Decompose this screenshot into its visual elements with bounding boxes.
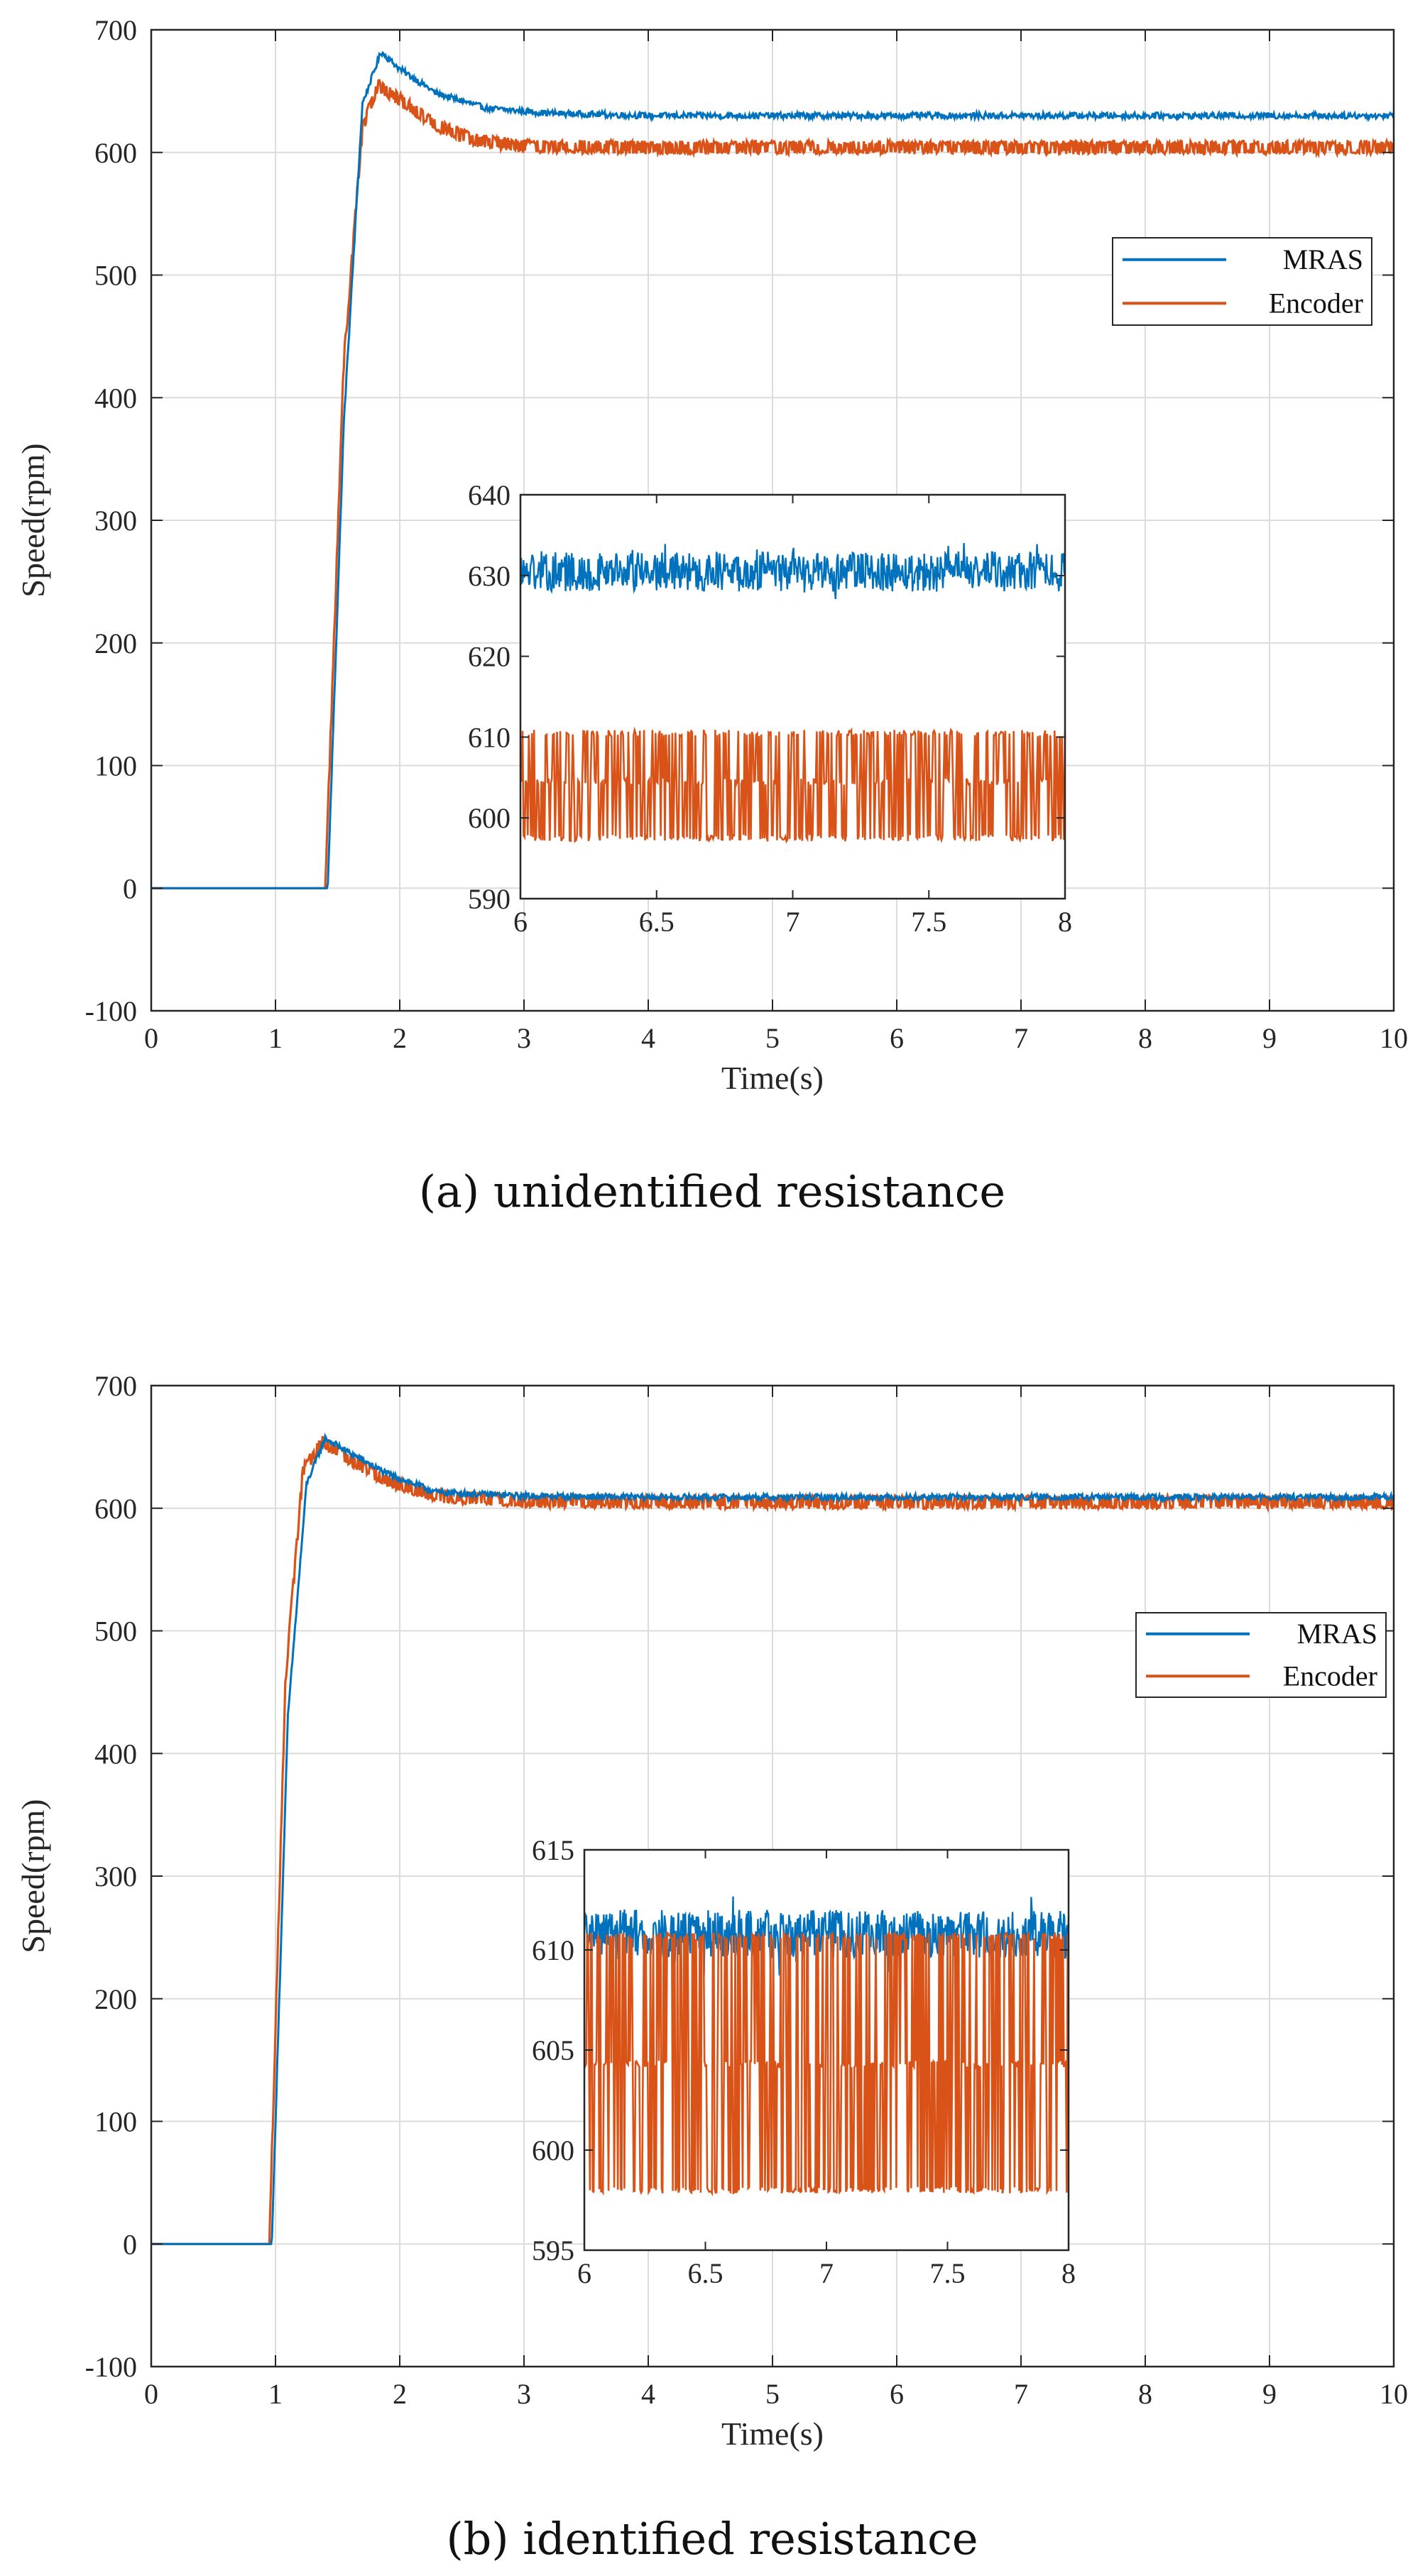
inset-x-tick-label: 7 (786, 906, 800, 938)
x-tick-label: 7 (1014, 2378, 1028, 2410)
x-tick-label: 1 (268, 1022, 283, 1054)
inset-x-tick-label: 7.5 (930, 2257, 966, 2289)
x-tick-label: 6 (890, 1022, 904, 1054)
legend-box (1112, 237, 1372, 326)
y-tick-label: 400 (94, 1738, 137, 1770)
inset-y-tick-label: 640 (468, 479, 511, 511)
inset-y-tick-label: 590 (468, 883, 511, 915)
x-tick-label: 0 (144, 2378, 158, 2410)
inset-x-tick-label: 8 (1061, 2257, 1076, 2289)
inset-y-tick-label: 620 (468, 641, 511, 673)
y-tick-label: 200 (94, 1983, 137, 2015)
x-tick-label: 7 (1014, 1022, 1028, 1054)
x-tick-label: 2 (393, 1022, 407, 1054)
x-tick-label: 9 (1262, 1022, 1277, 1054)
x-axis-label: Time(s) (721, 2416, 824, 2452)
inset-y-tick-label: 600 (468, 802, 511, 834)
inset-y-tick-label: 600 (532, 2134, 574, 2166)
legend-label-encoder: Encoder (1283, 1660, 1377, 1692)
inset-y-tick-label: 610 (532, 1934, 574, 1966)
y-axis-label: Speed(rpm) (15, 1799, 51, 1953)
x-tick-label: 1 (268, 2378, 283, 2410)
inset-series-line-encoder (519, 726, 1066, 844)
panel-b: 0 1 2 3 4 5 6 7 8 9 10-1000100200300400500600700Ti… (15, 1370, 1408, 2565)
inset-x-tick-label: 6 (513, 906, 528, 938)
series-line-mras (151, 50, 1395, 889)
x-axis-label: Time(s) (721, 1060, 824, 1096)
legend-label-mras: MRAS (1297, 1618, 1377, 1650)
x-tick-label: 8 (1138, 1022, 1152, 1054)
x-tick-label: 5 (765, 1022, 780, 1054)
panel-a: 0 1 2 3 4 5 6 7 8 9 10-1000100200300400500600700Ti… (15, 14, 1408, 1217)
y-axis-label: Speed(rpm) (15, 443, 51, 597)
inset-y-tick-label: 595 (532, 2235, 574, 2267)
x-tick-label: 3 (517, 2378, 531, 2410)
y-tick-label: 300 (94, 1860, 137, 1892)
figure-caption: (a) unidentified resistance (419, 1166, 1005, 1217)
inset-x-tick-label: 6.5 (639, 906, 675, 938)
inset-chart: 6 6.5 7 7.5 8 595 600 605 610 615 (532, 1834, 1076, 2289)
y-tick-label: 400 (94, 382, 137, 414)
y-tick-label: 600 (94, 1493, 137, 1525)
inset-x-tick-label: 7 (819, 2257, 834, 2289)
inset-series-line-mras (519, 543, 1066, 599)
figure-caption: (b) identified resistance (446, 2513, 978, 2565)
x-tick-label: 5 (765, 2378, 780, 2410)
inset-y-tick-label: 615 (532, 1834, 574, 1866)
x-tick-label: 4 (641, 1022, 655, 1054)
x-tick-label: 3 (517, 1022, 531, 1054)
y-tick-label: 600 (94, 137, 137, 169)
inset-series-line-encoder (583, 1929, 1070, 2197)
legend-box (1135, 1612, 1387, 1698)
x-tick-label: 6 (890, 2378, 904, 2410)
x-tick-label: 4 (641, 2378, 655, 2410)
series-line-encoder (151, 1435, 1395, 2245)
y-tick-label: 700 (94, 14, 137, 46)
x-tick-label: 10 (1380, 2378, 1408, 2410)
inset-x-tick-label: 7.5 (911, 906, 946, 938)
x-tick-label: 10 (1380, 1022, 1408, 1054)
y-tick-label: 0 (123, 2228, 137, 2260)
legend: MRAS Encoder (1135, 1612, 1387, 1698)
y-tick-label: 700 (94, 1370, 137, 1402)
inset-x-tick-label: 6.5 (688, 2257, 724, 2289)
x-tick-label: 2 (393, 2378, 407, 2410)
legend: MRAS Encoder (1112, 237, 1372, 326)
y-tick-label: 200 (94, 627, 137, 659)
series-line-mras (151, 1432, 1395, 2245)
y-tick-label: 300 (94, 505, 137, 537)
legend-label-encoder: Encoder (1269, 287, 1363, 319)
y-tick-label: 500 (94, 1616, 137, 1648)
inset-x-tick-label: 6 (577, 2257, 591, 2289)
inset-y-tick-label: 630 (468, 560, 511, 592)
inset-x-tick-label: 8 (1058, 906, 1072, 938)
inset-chart: 6 6.5 7 7.5 8 590 600 610 620 630 640 (468, 479, 1072, 938)
y-tick-label: 0 (123, 872, 137, 904)
y-tick-label: 500 (94, 260, 137, 292)
y-tick-label: 100 (94, 2106, 137, 2138)
x-tick-label: 0 (144, 1022, 158, 1054)
y-tick-label: -100 (85, 995, 137, 1027)
inset-series-line-mras (583, 1896, 1070, 1975)
x-tick-label: 8 (1138, 2378, 1152, 2410)
x-tick-label: 9 (1262, 2378, 1277, 2410)
y-tick-label: 100 (94, 750, 137, 782)
y-tick-label: -100 (85, 2351, 137, 2383)
inset-y-tick-label: 605 (532, 2034, 574, 2066)
inset-y-tick-label: 610 (468, 721, 511, 753)
legend-label-mras: MRAS (1283, 243, 1363, 275)
